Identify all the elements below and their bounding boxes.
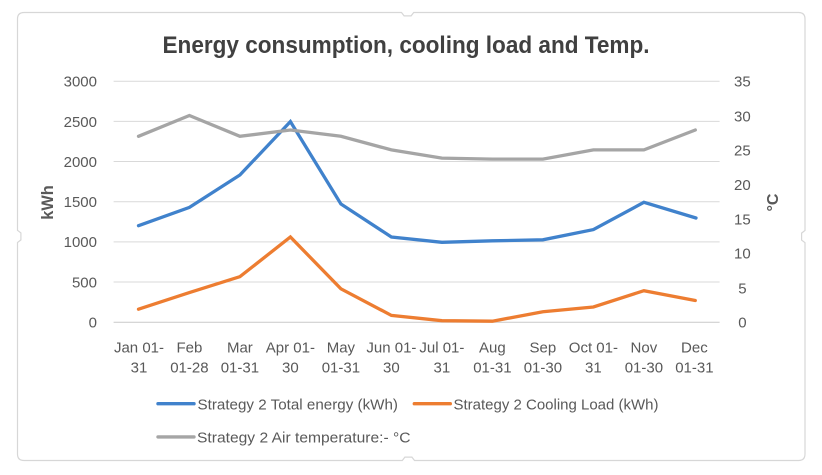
svg-text:01-31: 01-31 (473, 360, 511, 377)
svg-text:Feb: Feb (176, 340, 202, 357)
svg-text:20: 20 (734, 177, 751, 194)
svg-text:Strategy 2 Cooling Load (kWh): Strategy 2 Cooling Load (kWh) (454, 396, 659, 413)
svg-text:Apr 01-: Apr 01- (266, 340, 315, 357)
svg-text:30: 30 (282, 360, 299, 377)
svg-text:3000: 3000 (64, 74, 97, 91)
svg-text:2500: 2500 (64, 114, 97, 131)
svg-text:25: 25 (734, 143, 751, 160)
svg-text:0: 0 (89, 315, 97, 332)
svg-text:30: 30 (734, 108, 751, 125)
svg-text:Sep: Sep (530, 340, 557, 357)
svg-text:01-28: 01-28 (170, 360, 208, 377)
svg-text:Nov: Nov (631, 340, 658, 357)
svg-text:Strategy 2 Air temperature:- °: Strategy 2 Air temperature:- °C (197, 430, 411, 447)
svg-text:Jan 01-: Jan 01- (114, 340, 164, 357)
svg-text:0: 0 (738, 315, 746, 332)
svg-text:5: 5 (738, 280, 746, 297)
svg-text:1000: 1000 (64, 234, 97, 251)
svg-text:Jul 01-: Jul 01- (419, 340, 464, 357)
svg-text:kWh: kWh (38, 185, 57, 220)
svg-text:2000: 2000 (64, 154, 97, 171)
svg-text:01-30: 01-30 (524, 360, 562, 377)
svg-text:35: 35 (734, 74, 751, 91)
svg-text:01-31: 01-31 (675, 360, 713, 377)
svg-text:Aug: Aug (479, 340, 506, 357)
svg-text:31: 31 (434, 360, 451, 377)
svg-text:Mar: Mar (227, 340, 253, 357)
svg-text:Strategy 2 Total energy (kWh): Strategy 2 Total energy (kWh) (198, 396, 399, 413)
svg-text:°C: °C (765, 193, 782, 211)
svg-text:Dec: Dec (681, 340, 708, 357)
svg-text:15: 15 (734, 211, 751, 228)
svg-text:Energy consumption, cooling lo: Energy consumption, cooling load and Tem… (163, 32, 650, 59)
svg-text:01-31: 01-31 (221, 360, 259, 377)
svg-text:Jun 01-: Jun 01- (366, 340, 416, 357)
svg-text:01-30: 01-30 (625, 360, 663, 377)
svg-text:Oct 01-: Oct 01- (569, 340, 618, 357)
svg-text:31: 31 (131, 360, 148, 377)
svg-text:31: 31 (585, 360, 602, 377)
svg-text:1500: 1500 (64, 194, 97, 211)
svg-text:01-31: 01-31 (322, 360, 360, 377)
svg-text:30: 30 (383, 360, 400, 377)
svg-text:500: 500 (72, 275, 97, 292)
svg-text:May: May (327, 340, 356, 357)
svg-text:10: 10 (734, 246, 751, 263)
